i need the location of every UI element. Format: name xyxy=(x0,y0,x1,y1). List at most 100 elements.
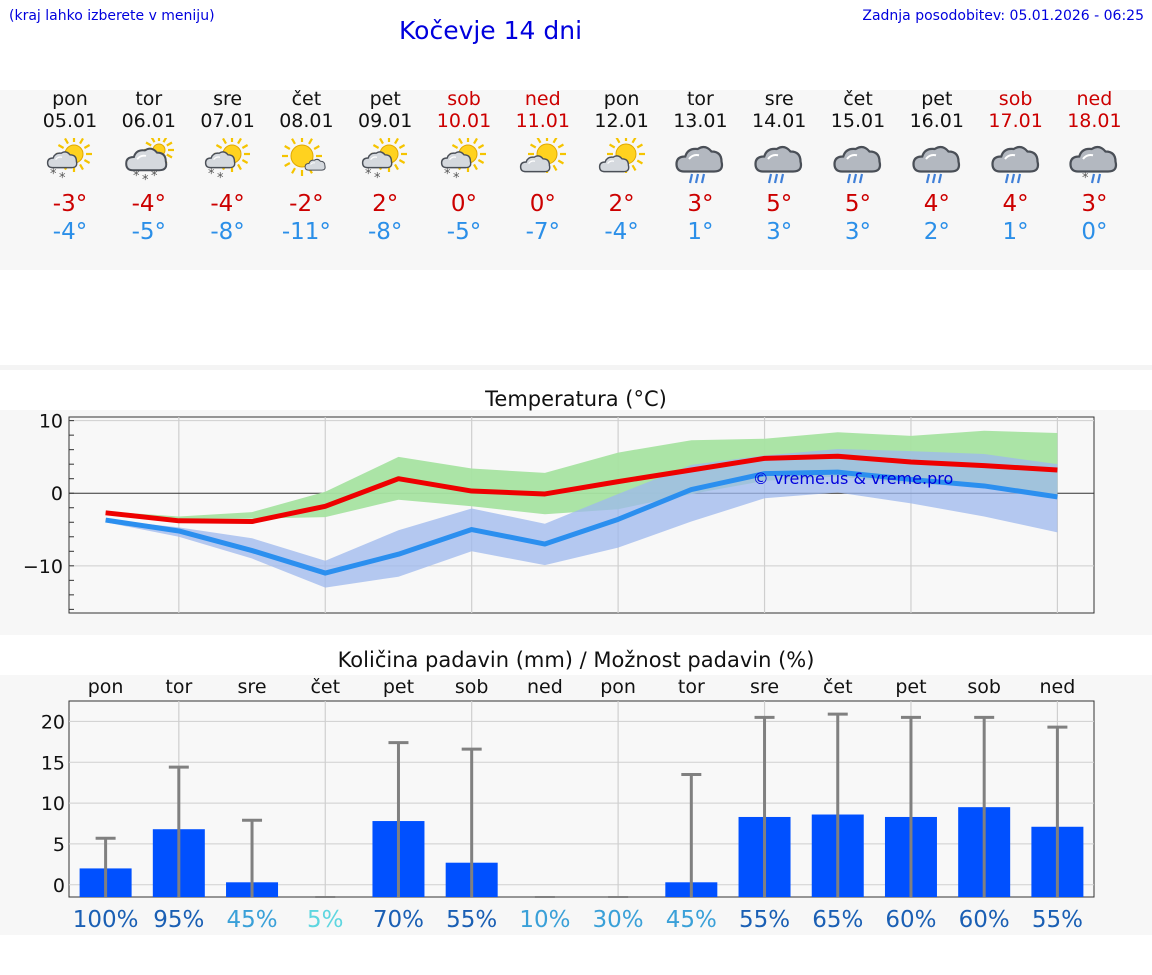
precipitation-probability-label: 5% xyxy=(307,907,344,933)
min-temperature-line xyxy=(105,469,1058,576)
max-temperature: -3° xyxy=(52,191,88,217)
temperature-tick-label: −10 xyxy=(23,556,63,578)
min-temperature: 2° xyxy=(923,219,950,245)
day-column: sob 17.01 4° 1° xyxy=(976,88,1056,246)
precipitation-plot-area xyxy=(68,700,1095,898)
day-column: sre 07.01 * * -4° -8° xyxy=(188,88,268,246)
precipitation-category-label: ned xyxy=(527,676,563,698)
max-temperature: 2° xyxy=(372,191,399,217)
max-temperature: -4° xyxy=(210,191,245,217)
svg-text:*: * xyxy=(217,171,224,186)
max-temperature: 0° xyxy=(529,191,556,217)
max-temperature: -2° xyxy=(289,191,324,217)
day-date: 05.01 xyxy=(42,110,98,132)
max-temperature: -4° xyxy=(131,191,167,217)
forecast-strip xyxy=(0,90,1152,270)
precipitation-probability-label: 30% xyxy=(593,907,644,933)
cloud-sleet-icon: * xyxy=(1069,145,1118,186)
svg-text:*: * xyxy=(50,167,57,182)
precipitation-tick-label: 0 xyxy=(53,875,65,897)
min-temperature: -4° xyxy=(604,219,639,245)
svg-text:*: * xyxy=(208,167,215,182)
last-update-label: Zadnja posodobitev: 05.01.2026 - 06:25 xyxy=(862,8,1144,24)
location-hint-link[interactable]: (kraj lahko izberete v meniju) xyxy=(9,8,215,24)
precipitation-category-label: čet xyxy=(823,676,853,698)
day-date: 10.01 xyxy=(436,110,492,132)
max-temperature: 0° xyxy=(450,191,478,217)
max-temperature: 2° xyxy=(608,191,635,217)
temperature-chart-title: Temperatura (°C) xyxy=(485,387,667,411)
precipitation-probability-label: 100% xyxy=(73,907,139,933)
cloud-rain-icon xyxy=(833,145,882,184)
precipitation-probability-label: 55% xyxy=(739,907,790,933)
max-temperature: 5° xyxy=(766,191,793,217)
day-date: 07.01 xyxy=(200,110,255,132)
precipitation-category-label: pet xyxy=(895,676,926,698)
precipitation-probability-label: 45% xyxy=(666,907,717,933)
max-temperature-line xyxy=(105,453,1058,525)
min-temperature: -8° xyxy=(367,219,403,245)
min-temperature: -5° xyxy=(131,219,167,245)
day-name: sob xyxy=(998,88,1033,110)
max-temperature: 3° xyxy=(1081,191,1108,217)
max-temperature: 3° xyxy=(687,191,714,217)
day-name: ned xyxy=(1076,88,1113,110)
day-name: sre xyxy=(764,88,794,110)
day-column: ned 11.01 0° -7° xyxy=(503,88,583,246)
day-date: 08.01 xyxy=(279,110,334,132)
day-column: pon 12.01 2° -4° xyxy=(582,88,662,246)
day-column: pet 16.01 4° 2° xyxy=(897,88,977,246)
min-temperature: 1° xyxy=(1002,219,1029,245)
precipitation-probability-label: 10% xyxy=(519,907,570,933)
precipitation-probability-label: 95% xyxy=(153,907,204,933)
max-temperature: 4° xyxy=(1002,191,1029,217)
precipitation-chart-title: Količina padavin (mm) / Možnost padavin … xyxy=(337,648,815,672)
min-temperature: -8° xyxy=(210,219,245,245)
svg-text:*: * xyxy=(453,171,460,186)
day-date: 14.01 xyxy=(751,110,807,132)
day-date: 06.01 xyxy=(121,110,176,132)
min-temperature-range-band xyxy=(105,448,1058,588)
day-date: 13.01 xyxy=(673,110,728,132)
day-name: tor xyxy=(135,88,163,110)
day-name: pet xyxy=(921,88,953,110)
precipitation-probability-label: 65% xyxy=(812,907,863,933)
precipitation-tick-label: 10 xyxy=(41,793,65,815)
precipitation-probability-label: 60% xyxy=(959,907,1010,933)
day-date: 18.01 xyxy=(1067,110,1122,132)
svg-text:*: * xyxy=(365,167,372,182)
day-name: čet xyxy=(843,88,873,110)
min-temperature: -5° xyxy=(446,219,482,245)
min-temperature: 3° xyxy=(766,219,793,245)
precipitation-category-label: sob xyxy=(455,676,489,698)
day-column: tor 06.01 * * * -4° -5° xyxy=(109,88,189,246)
svg-text:*: * xyxy=(59,171,66,186)
day-column: čet 08.01 -2° -11° xyxy=(266,88,346,246)
min-temperature: -7° xyxy=(525,219,561,245)
precipitation-probability-label: 45% xyxy=(226,907,277,933)
precipitation-probability-label: 55% xyxy=(446,907,497,933)
svg-text:*: * xyxy=(1082,171,1089,186)
day-date: 15.01 xyxy=(830,110,886,132)
min-temperature: -4° xyxy=(52,219,88,245)
sun-cloud-snow-icon: * * xyxy=(204,138,250,186)
max-temperature: 5° xyxy=(844,191,872,217)
svg-text:*: * xyxy=(133,169,140,184)
day-name: sob xyxy=(447,88,481,110)
precipitation-category-label: sob xyxy=(967,676,1001,698)
sun-cloud-snow-icon: * * xyxy=(46,138,92,186)
temperature-tick-label: 10 xyxy=(39,411,63,433)
day-date: 17.01 xyxy=(988,110,1043,132)
cloud-rain-icon xyxy=(912,145,960,184)
day-name: pet xyxy=(369,88,401,110)
precipitation-category-label: sre xyxy=(750,676,779,698)
min-temperature: 1° xyxy=(687,219,714,245)
day-column: sob 10.01 * * 0° -5° xyxy=(424,88,504,246)
sun-cloud-snow-icon: * * xyxy=(440,138,486,186)
precipitation-probability-label: 70% xyxy=(373,907,424,933)
svg-text:*: * xyxy=(151,169,158,184)
precipitation-tick-label: 20 xyxy=(41,711,65,733)
svg-text:*: * xyxy=(374,171,381,186)
svg-text:*: * xyxy=(142,173,149,188)
